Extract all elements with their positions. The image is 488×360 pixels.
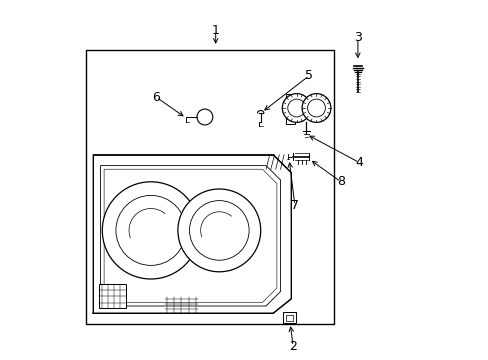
Text: 7: 7 [290, 199, 298, 212]
Circle shape [178, 189, 260, 272]
Bar [285, 94, 294, 124]
Text: 8: 8 [336, 175, 344, 188]
Text: 4: 4 [355, 156, 363, 169]
Circle shape [116, 195, 185, 265]
Circle shape [189, 201, 248, 260]
Text: 1: 1 [211, 24, 219, 37]
Bar [99, 284, 125, 308]
Circle shape [102, 182, 199, 279]
Circle shape [307, 99, 325, 117]
Text: 5: 5 [305, 69, 313, 82]
Text: 6: 6 [152, 91, 160, 104]
Circle shape [197, 109, 212, 125]
Text: 3: 3 [353, 31, 361, 44]
Circle shape [302, 94, 330, 122]
Bar [283, 312, 295, 323]
Circle shape [282, 94, 310, 122]
Circle shape [287, 99, 305, 117]
Text: 2: 2 [288, 340, 296, 353]
Bar [86, 50, 334, 324]
Bar [285, 315, 292, 321]
